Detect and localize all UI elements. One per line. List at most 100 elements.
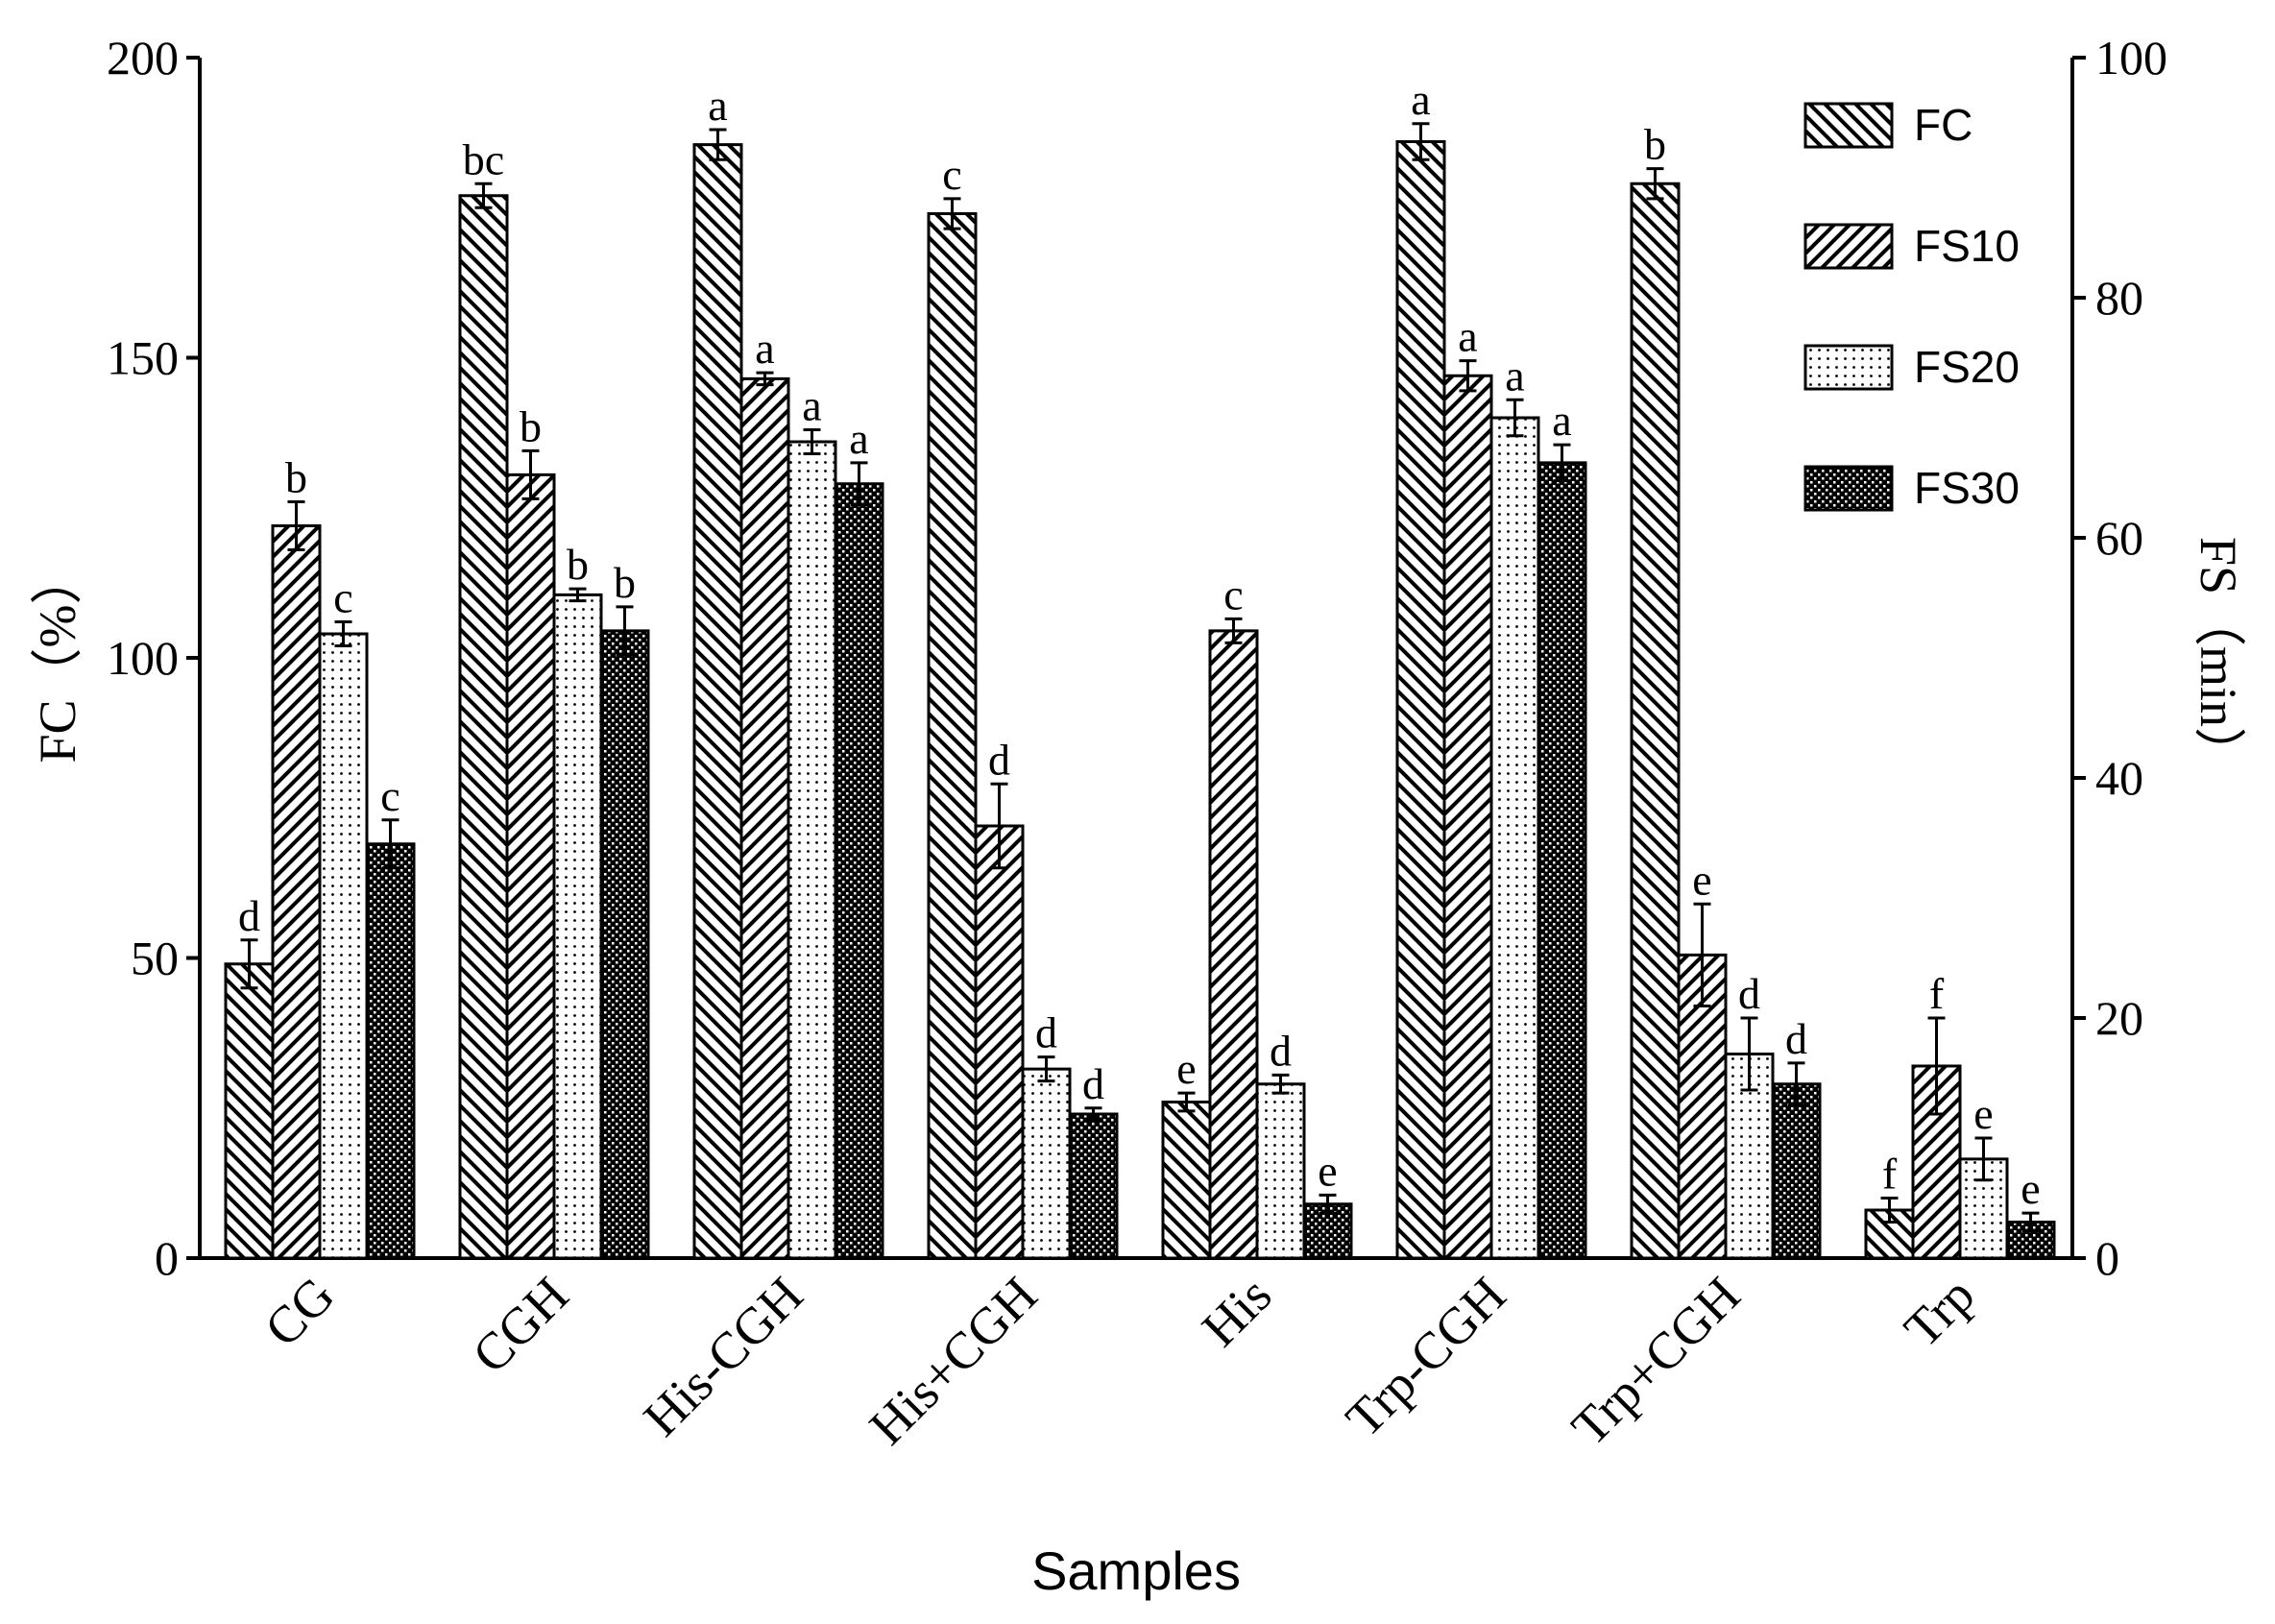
left-tick-label: 50 <box>131 932 179 985</box>
bar-group: e c d e <box>1161 570 1353 1260</box>
bar-fs10 <box>1208 629 1259 1260</box>
right-y-ticks: 0 20 40 60 80 100 <box>2072 31 2167 1285</box>
category-label: Trp+CGH <box>1561 1266 1751 1456</box>
significance-letter: a <box>1505 351 1524 400</box>
right-tick-label: 60 <box>2095 511 2143 565</box>
legend-swatch-fs30 <box>1803 465 1894 512</box>
left-tick-label: 0 <box>155 1231 179 1285</box>
bar-fs30 <box>365 842 416 1260</box>
significance-letter: c <box>1223 570 1243 618</box>
significance-letter: d <box>1785 1014 1807 1063</box>
significance-letter: a <box>1411 75 1430 124</box>
left-axis-title: FC（%） <box>29 552 86 763</box>
bar-fs20 <box>552 593 603 1260</box>
category-label: His+CGH <box>859 1266 1049 1456</box>
significance-letter: b <box>1644 120 1666 169</box>
significance-letter: c <box>333 573 352 622</box>
significance-letter: a <box>849 414 868 463</box>
category-labels: CG CGH His-CGH His+CGH His Trp-CGH Trp+CGH Trp <box>254 1266 1985 1456</box>
significance-letter: a <box>1458 312 1477 361</box>
bar-fs20 <box>1489 416 1540 1260</box>
bar-fs30 <box>1537 461 1587 1260</box>
bar-fc <box>927 212 978 1260</box>
significance-letter: a <box>708 81 727 130</box>
bar-fs20 <box>1255 1082 1306 1260</box>
significance-letter: f <box>1882 1150 1898 1199</box>
legend-label-fs10: FS10 <box>1914 221 2020 271</box>
bar-fs10 <box>1442 374 1493 1260</box>
significance-letter: b <box>567 540 589 589</box>
significance-letter: e <box>1176 1044 1196 1093</box>
right-tick-label: 100 <box>2095 31 2167 85</box>
bar-fs20 <box>1021 1067 1072 1260</box>
significance-letter: e <box>1973 1089 1993 1138</box>
legend-swatch-fs20 <box>1803 344 1894 391</box>
category-label: Trp <box>1893 1266 1985 1358</box>
bar-fs30 <box>1068 1112 1119 1260</box>
legend-label-fs20: FS20 <box>1914 342 2020 392</box>
significance-letter: d <box>1270 1026 1292 1075</box>
right-tick-label: 20 <box>2095 991 2143 1045</box>
bar-group: f f ee <box>1864 969 2056 1260</box>
bar-fs10 <box>505 473 556 1260</box>
legend: FC FS10 FS20 FS30 <box>1803 100 2020 513</box>
left-tick-label: 100 <box>107 631 179 685</box>
significance-letter: d <box>988 735 1010 784</box>
category-label: Trp-CGH <box>1335 1266 1517 1448</box>
left-y-ticks: 0 50 100 150 200 <box>107 31 200 1285</box>
legend-swatch-fs10 <box>1803 223 1894 270</box>
significance-letter: b <box>285 453 307 502</box>
bar-fc <box>1630 182 1681 1260</box>
bar-group: d b c c <box>224 453 416 1260</box>
bar-fs10 <box>271 524 322 1260</box>
significance-letter: b <box>614 558 636 607</box>
significance-letter: b <box>520 401 542 450</box>
significance-letter: e <box>1692 855 1711 904</box>
bar-fs20 <box>787 440 837 1260</box>
bar-fs10 <box>739 376 790 1260</box>
category-label: His-CGH <box>633 1266 814 1447</box>
right-tick-label: 80 <box>2095 271 2143 325</box>
legend-swatch-fc <box>1803 102 1894 149</box>
significance-letter: d <box>1082 1059 1104 1108</box>
significance-letter: d <box>1035 1008 1057 1057</box>
bar-fc <box>1161 1101 1212 1260</box>
significance-letter: e <box>2021 1164 2040 1213</box>
bar-fs30 <box>599 629 650 1260</box>
legend-label-fc: FC <box>1914 100 1972 150</box>
right-tick-label: 0 <box>2095 1231 2119 1285</box>
significance-letter: e <box>1318 1146 1337 1195</box>
right-axis-title: FS（min） <box>2190 537 2247 779</box>
right-tick-label: 40 <box>2095 751 2143 805</box>
significance-letter: d <box>1738 969 1760 1018</box>
bar-fs10 <box>974 824 1025 1260</box>
bar-fs30 <box>834 482 884 1260</box>
significance-letter: a <box>802 381 821 430</box>
bar-fc <box>224 962 275 1260</box>
x-axis-title: Samples <box>1031 1540 1241 1601</box>
significance-letter: a <box>755 324 774 373</box>
significance-letter: c <box>942 150 961 199</box>
bar-fs20 <box>318 632 369 1260</box>
significance-letter: bc <box>463 134 504 183</box>
bar-fc <box>1395 140 1446 1260</box>
left-tick-label: 150 <box>107 331 179 385</box>
significance-letter: a <box>1552 396 1571 445</box>
significance-letter: c <box>380 771 399 820</box>
bar-fs30 <box>1771 1082 1822 1260</box>
category-label: His <box>1191 1266 1282 1357</box>
left-tick-label: 200 <box>107 31 179 85</box>
bar-group: b e dd <box>1630 120 1822 1260</box>
bar-fc <box>692 143 743 1260</box>
legend-label-fs30: FS30 <box>1914 463 2020 513</box>
significance-letter: f <box>1929 969 1945 1018</box>
category-label: CG <box>254 1266 345 1357</box>
category-label: CGH <box>461 1266 579 1384</box>
bar-fc <box>458 194 509 1260</box>
